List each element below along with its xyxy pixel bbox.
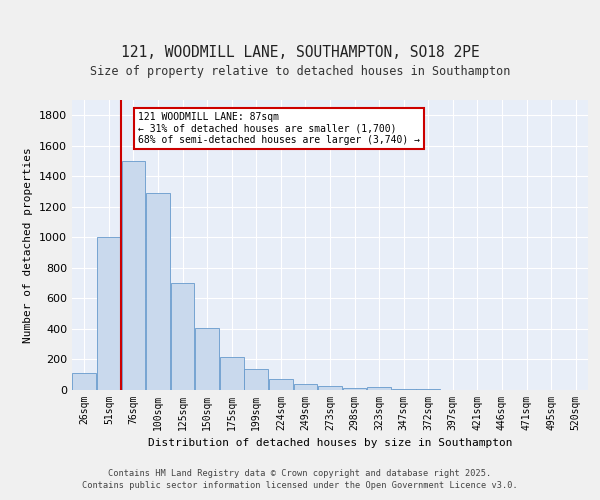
Bar bbox=[146, 193, 170, 390]
Bar bbox=[343, 388, 367, 390]
Bar bbox=[367, 387, 391, 390]
Bar bbox=[122, 161, 145, 390]
Bar bbox=[244, 370, 268, 390]
Bar bbox=[392, 389, 416, 390]
Text: 121 WOODMILL LANE: 87sqm
← 31% of detached houses are smaller (1,700)
68% of sem: 121 WOODMILL LANE: 87sqm ← 31% of detach… bbox=[139, 112, 421, 146]
Text: Contains HM Land Registry data © Crown copyright and database right 2025.: Contains HM Land Registry data © Crown c… bbox=[109, 470, 491, 478]
Text: Contains public sector information licensed under the Open Government Licence v3: Contains public sector information licen… bbox=[82, 482, 518, 490]
X-axis label: Distribution of detached houses by size in Southampton: Distribution of detached houses by size … bbox=[148, 438, 512, 448]
Text: Size of property relative to detached houses in Southampton: Size of property relative to detached ho… bbox=[90, 64, 510, 78]
Bar bbox=[269, 380, 293, 390]
Y-axis label: Number of detached properties: Number of detached properties bbox=[23, 147, 34, 343]
Bar bbox=[220, 357, 244, 390]
Bar bbox=[195, 328, 219, 390]
Text: 121, WOODMILL LANE, SOUTHAMPTON, SO18 2PE: 121, WOODMILL LANE, SOUTHAMPTON, SO18 2P… bbox=[121, 45, 479, 60]
Bar bbox=[416, 389, 440, 390]
Bar bbox=[293, 384, 317, 390]
Bar bbox=[318, 386, 342, 390]
Bar bbox=[97, 238, 121, 390]
Bar bbox=[170, 283, 194, 390]
Bar bbox=[73, 373, 96, 390]
